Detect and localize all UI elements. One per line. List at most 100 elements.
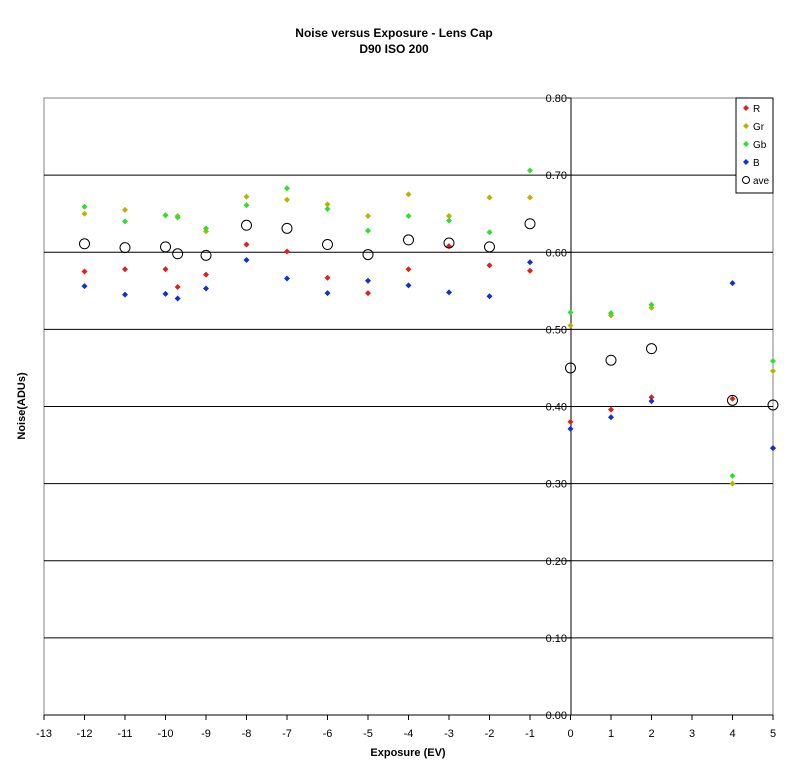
point-gr [243,193,250,200]
x-tick-label: -9 [201,728,211,740]
x-tick-label: 5 [770,728,776,740]
x-tick-label: -7 [282,728,292,740]
point-gb [527,167,533,174]
point-gr [405,191,412,198]
x-tick-label: 4 [729,728,735,740]
point-gb [567,309,574,316]
point-ave [524,218,536,230]
point-gr [486,194,493,201]
chart-title: Noise versus Exposure - Lens Cap [295,26,492,40]
point-gb [243,202,250,209]
point-r [486,262,493,269]
point-ave [403,234,414,246]
legend-marker-gb [743,141,749,147]
point-gr [284,196,290,203]
point-r [284,248,290,255]
x-tick-label: -6 [323,728,333,740]
point-gb [174,214,181,221]
x-tick-label: -8 [242,728,252,740]
chart-subtitle: D90 ISO 200 [359,42,429,56]
y-tick-labels: 0.00 0.10 0.20 0.30 0.40 0.50 0.60 0.70 0.80 [546,93,567,722]
point-gr [567,322,574,329]
point-gr [446,213,452,220]
point-ave [160,241,171,253]
point-gb [284,185,290,192]
y-tick-label: 0.20 [546,556,567,568]
point-r [81,268,88,275]
point-b [162,290,169,297]
legend-marker-r [743,105,749,111]
legend-label-ave: ave [753,176,770,187]
point-gr [770,368,776,375]
point-r [729,395,736,402]
point-r [162,266,169,273]
y-tick-label: 0.70 [546,170,567,182]
y-tick-label: 0.60 [546,247,567,259]
point-ave [241,219,252,231]
x-tick-label: -10 [158,728,174,740]
y-tick-label: 0.80 [546,93,567,105]
point-gb [770,357,776,364]
data-marks [79,167,779,487]
point-r [567,418,574,425]
legend-label-gb: Gb [753,140,767,151]
x-tick-label: -4 [404,728,414,740]
point-b [122,291,128,298]
point-r [648,394,655,401]
y-tick-label: 0.50 [546,324,567,336]
x-tick-label: -5 [363,728,373,740]
point-b [567,425,574,432]
point-gb [365,227,371,234]
point-gb [162,212,169,219]
point-r [365,290,371,297]
point-r [405,266,412,273]
point-b [284,275,290,282]
point-r [243,241,250,248]
grid-lines [44,174,773,639]
point-ave [362,249,374,261]
y-axis-label: Noise(ADUs) [16,372,28,440]
point-b [729,280,736,287]
x-axis-label: Exposure (EV) [370,747,446,759]
x-tick-label: 2 [648,728,654,740]
axes [43,97,774,720]
point-gb [81,203,88,210]
y-tick-label: 0.40 [546,402,567,414]
point-b [608,414,614,421]
point-gr [729,480,736,487]
point-b [324,290,331,297]
x-tick-label: 1 [608,728,614,740]
point-ave [484,241,495,253]
legend-marker-ave [742,176,750,184]
point-gr [527,194,533,201]
point-r [174,283,181,290]
point-ave [322,239,333,251]
point-gb [203,225,209,232]
point-gr [81,210,88,217]
legend-label-b: B [753,158,760,169]
point-ave [200,249,212,261]
point-gr [324,201,331,208]
point-ave [605,354,617,366]
legend-marker-b [743,159,749,165]
point-b [486,293,493,300]
point-ave [727,394,738,406]
x-tick-label: 0 [567,728,573,740]
point-b [81,283,88,290]
point-gb [446,217,452,224]
point-r [203,271,209,278]
point-ave [646,343,657,355]
point-ave [119,242,131,254]
y-tick-label: 0.10 [546,633,567,645]
point-gb [729,472,736,479]
point-r [608,406,614,413]
point-ave [172,248,184,260]
x-tick-label: -3 [444,728,454,740]
x-tick-label: -11 [117,728,132,740]
point-gr [203,228,209,235]
x-tick-label: -2 [485,728,495,740]
point-ave [767,399,779,411]
point-gb [405,213,412,220]
point-ave [281,222,293,234]
